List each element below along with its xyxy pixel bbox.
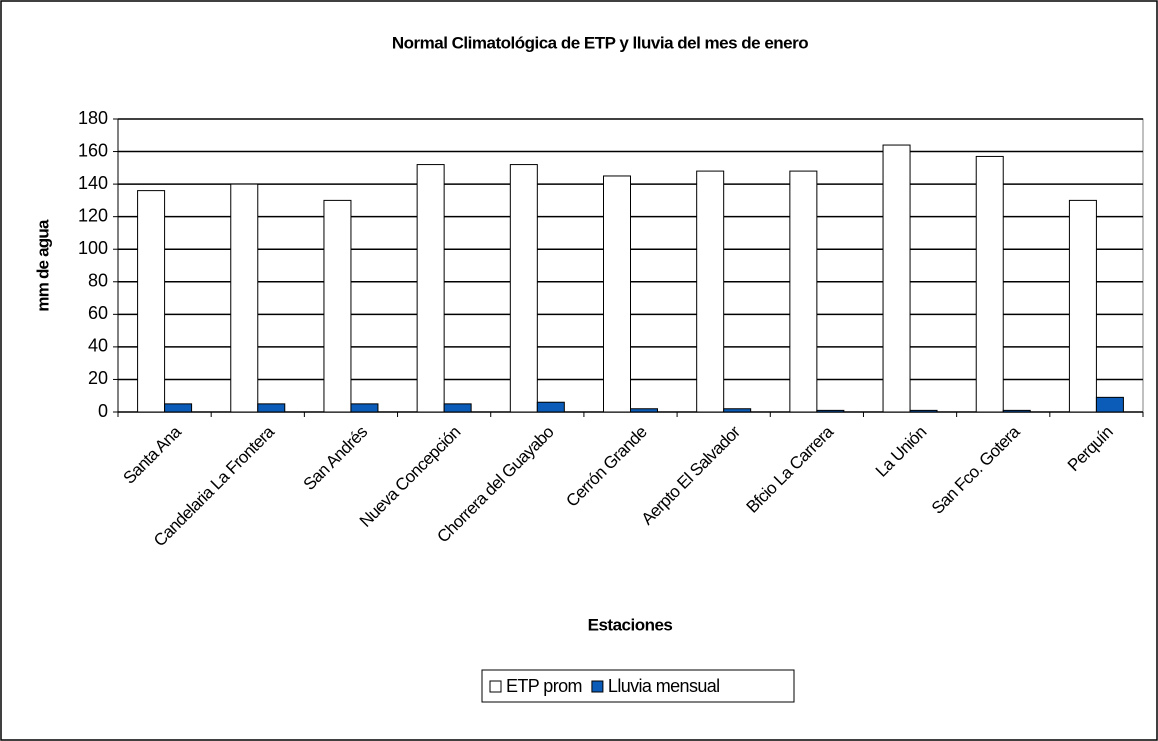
bar bbox=[443, 403, 472, 413]
bar bbox=[230, 183, 259, 413]
bar bbox=[882, 144, 911, 413]
bar bbox=[603, 175, 631, 413]
bar bbox=[723, 408, 752, 413]
bar bbox=[416, 164, 445, 413]
legend-label: ETP prom bbox=[506, 676, 582, 696]
bar bbox=[137, 190, 166, 413]
chart-title: Normal Climatológica de ETP y lluvia del… bbox=[392, 33, 808, 52]
legend-box bbox=[481, 669, 795, 703]
y-tick-label: 180 bbox=[78, 108, 108, 128]
y-tick-label: 100 bbox=[78, 238, 108, 258]
y-tick-label: 120 bbox=[78, 205, 108, 225]
bar bbox=[509, 164, 538, 413]
bar bbox=[536, 401, 565, 413]
bar bbox=[1068, 199, 1097, 413]
bar bbox=[975, 155, 1004, 413]
bar bbox=[1095, 396, 1124, 413]
y-tick-label: 40 bbox=[88, 336, 108, 356]
bar bbox=[789, 170, 818, 413]
y-tick-label: 140 bbox=[78, 173, 108, 193]
legend-label: Lluvia mensual bbox=[608, 676, 720, 696]
bar bbox=[696, 170, 725, 413]
bar bbox=[350, 403, 379, 413]
bar bbox=[816, 409, 845, 413]
y-tick-label: 20 bbox=[88, 368, 108, 388]
bar bbox=[630, 408, 658, 413]
legend-swatch bbox=[591, 680, 604, 693]
y-tick-label: 160 bbox=[78, 140, 108, 160]
y-tick-label: 60 bbox=[88, 303, 108, 323]
bar bbox=[323, 199, 352, 413]
bar bbox=[909, 409, 938, 413]
bar bbox=[257, 403, 286, 413]
x-axis-label: Estaciones bbox=[588, 615, 673, 634]
bar bbox=[164, 403, 193, 413]
y-tick-label: 0 bbox=[98, 401, 108, 421]
bar bbox=[1002, 409, 1031, 413]
y-axis-label: mm de agua bbox=[33, 219, 52, 312]
y-tick-label: 80 bbox=[88, 271, 108, 291]
legend-swatch bbox=[489, 680, 502, 693]
